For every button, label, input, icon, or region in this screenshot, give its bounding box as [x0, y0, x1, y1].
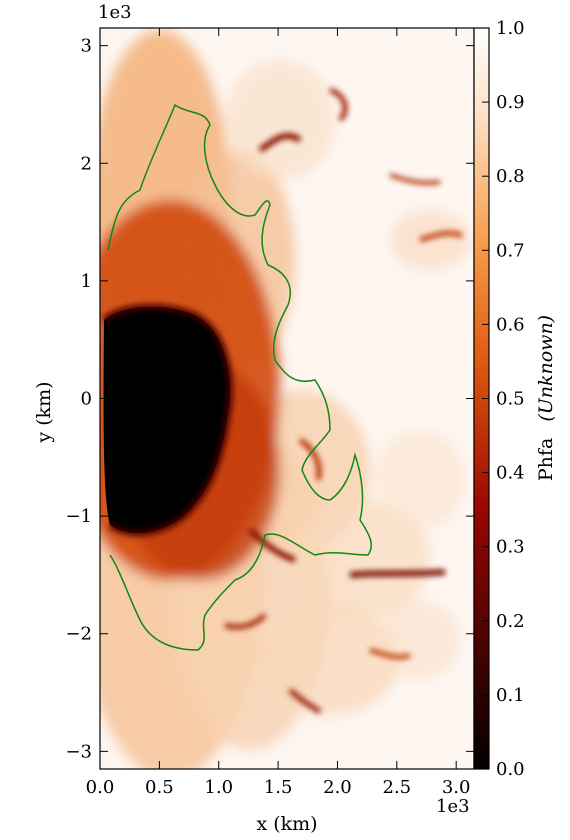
- y-tick-label: 3: [81, 36, 92, 57]
- x-tick-label: 2.5: [383, 777, 412, 798]
- y-tick-label: 2: [81, 153, 92, 174]
- colorbar-tick-label: 0.4: [496, 463, 525, 484]
- colorbar-title: Phfa (Unknown): [535, 315, 557, 481]
- heatmap-field: [60, 28, 474, 780]
- colorbar-tick-label: 0.3: [496, 537, 525, 558]
- colorbar-title-unit: (Unknown): [535, 315, 557, 422]
- y-tick-label: −3: [65, 741, 92, 762]
- x-tick-label: 0.0: [86, 777, 115, 798]
- y-tick-label: −1: [65, 506, 92, 527]
- y-offset-label: 1e3: [98, 2, 132, 23]
- colorbar-tick-label: 0.6: [496, 314, 525, 335]
- x-axis-title: x (km): [256, 813, 317, 835]
- x-tick-label: 0.5: [145, 777, 174, 798]
- colorbar-tick-label: 0.2: [496, 611, 525, 632]
- x-tick-label: 1.0: [204, 777, 233, 798]
- colorbar-tick-label: 0.1: [496, 685, 525, 706]
- y-axis-title: y (km): [33, 381, 55, 443]
- y-tick-label: 0: [81, 389, 92, 410]
- y-tick-label: −2: [65, 624, 92, 645]
- x-offset-label: 1e3: [436, 796, 470, 817]
- x-tick-label: 1.5: [264, 777, 293, 798]
- colorbar-tick-label: 0.0: [496, 759, 525, 780]
- x-tick-label: 3.0: [442, 777, 471, 798]
- colorbar-tick-label: 0.7: [496, 240, 525, 261]
- y-tick-label: 1: [81, 271, 92, 292]
- colorbar-tick-label: 0.9: [496, 92, 525, 113]
- colorbar-tick-label: 0.8: [496, 166, 525, 187]
- x-tick-label: 2.0: [323, 777, 352, 798]
- colorbar-tick-label: 1.0: [496, 18, 525, 39]
- colorbar-tick-label: 0.5: [496, 389, 525, 410]
- colorbar-title-main: Phfa: [535, 438, 557, 481]
